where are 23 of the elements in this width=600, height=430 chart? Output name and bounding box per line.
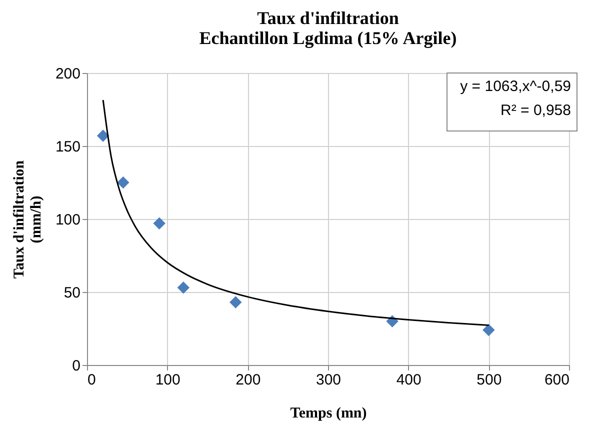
x-tick-label: 500: [476, 372, 502, 388]
y-axis-title: Taux d'infiltration (mm/h): [11, 160, 44, 279]
point: [482, 324, 495, 336]
y-tick-label: 0: [72, 358, 80, 374]
chart-title: Taux d'infiltration Echantillon Lgdima (15% Argile): [199, 8, 457, 48]
x-tick-label: 300: [316, 372, 342, 388]
x-tick-label: 400: [396, 372, 422, 388]
annotation: R² = 0,958: [500, 102, 571, 119]
y-tick-label: 150: [55, 138, 80, 156]
point: [153, 217, 166, 230]
point: [229, 296, 242, 308]
point: [177, 281, 190, 294]
x-tick-label: 0: [88, 372, 96, 388]
y-tick-label: 50: [64, 284, 80, 302]
y-tick-label: 100: [55, 212, 80, 228]
y-tick-label: 200: [55, 66, 80, 82]
x-axis-title: Temps (mn): [290, 406, 367, 422]
x-tick-label: 100: [155, 372, 180, 388]
annotation: y = 1063,x^-0,59: [460, 78, 571, 95]
point: [117, 176, 130, 189]
point: [96, 130, 110, 142]
x-tick-label: 200: [236, 372, 261, 388]
x-tick-label: 600: [544, 372, 570, 388]
